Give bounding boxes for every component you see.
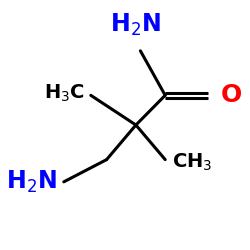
Text: H$_2$N: H$_2$N <box>6 169 57 195</box>
Text: H$_2$N: H$_2$N <box>110 12 161 38</box>
Text: CH$_3$: CH$_3$ <box>172 152 212 173</box>
Text: O: O <box>220 83 242 107</box>
Text: H$_3$C: H$_3$C <box>44 82 85 104</box>
